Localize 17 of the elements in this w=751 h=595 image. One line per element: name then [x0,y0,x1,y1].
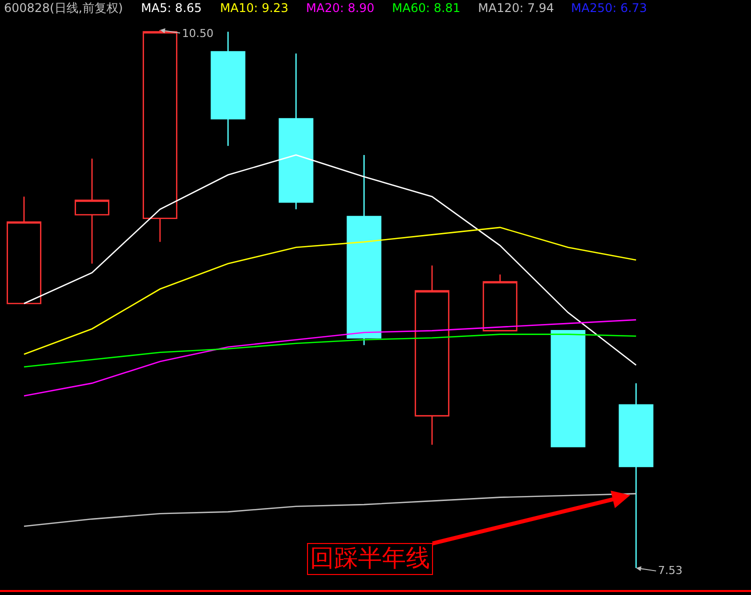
candlestick [414,264,450,446]
annotation: 10.50 [182,27,214,40]
candlestick [6,196,42,304]
text: MA10: 9.23 [220,1,288,15]
text: MA20: 8.90 [306,1,374,15]
candlestick [346,154,382,346]
text: MA5: 8.65 [141,1,202,15]
chart-title: 600828(日线,前复权) [4,1,123,15]
candlestick [482,274,518,332]
candlestick [74,158,110,264]
candlestick [550,330,586,448]
annotation: 7.53 [658,564,682,577]
legend-label: MA250: 6.73 [571,1,648,15]
candlestick [278,52,314,210]
text: MA120: 7.94 [478,1,554,15]
annotation: 回踩半年线 [310,546,430,572]
text: MA60: 8.81 [392,1,460,15]
